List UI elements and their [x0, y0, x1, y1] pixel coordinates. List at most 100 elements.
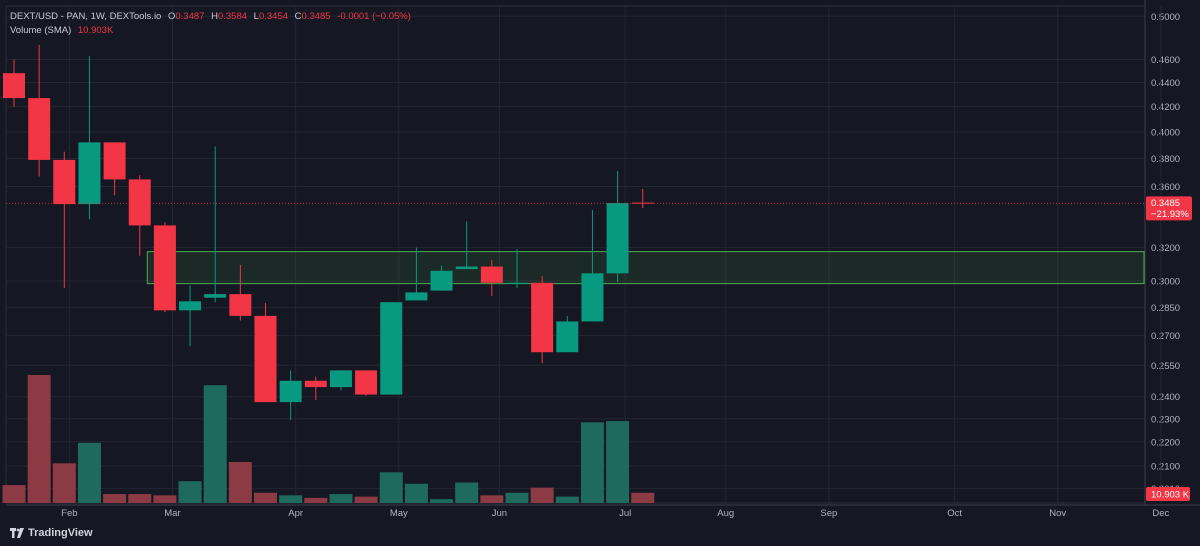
- candle-body: [103, 142, 126, 180]
- volume-bar: [430, 499, 454, 503]
- volume-bar: [631, 492, 655, 503]
- legend-volume-unit: K: [106, 25, 114, 36]
- volume-bar: [103, 494, 127, 503]
- candle-body: [480, 266, 503, 283]
- candle-body: [304, 380, 327, 388]
- price-tick-label: 0.2550: [1151, 361, 1180, 372]
- volume-bar: [555, 496, 579, 503]
- volume-bar: [455, 482, 479, 503]
- tradingview-brand[interactable]: TradingView: [10, 527, 93, 539]
- time-tick-label: Nov: [1049, 508, 1066, 519]
- candle-body: [380, 302, 403, 395]
- price-tick-label: 0.3000: [1151, 277, 1180, 288]
- candle-body: [3, 73, 25, 99]
- brand-name: TradingView: [28, 527, 93, 539]
- time-tick-label: Aug: [717, 508, 734, 519]
- tradingview-logo-icon: [10, 528, 24, 538]
- price-tick-label: 0.3800: [1151, 154, 1180, 165]
- time-tick-label: Jun: [492, 508, 507, 519]
- legend-volume-value: 10.903: [77, 25, 107, 36]
- volume-bar: [354, 496, 378, 503]
- candle-body: [28, 98, 51, 160]
- price-tick-label: 0.5000: [1151, 12, 1180, 23]
- candle-body: [556, 321, 579, 353]
- legend-high-label: H: [211, 11, 218, 22]
- chart-legend: DEXT/USD - PAN, 1W, DEXTools.io O0.3487 …: [10, 10, 415, 38]
- candle-body: [179, 301, 202, 311]
- time-tick-label: Feb: [61, 508, 77, 519]
- legend-change: -0.0001 (−0.05%): [337, 11, 411, 22]
- legend-high-value: 0.3584: [217, 11, 248, 22]
- candle-body: [430, 270, 453, 291]
- price-tick-label: 0.2300: [1151, 414, 1180, 425]
- price-tick-label: 0.2400: [1151, 392, 1180, 403]
- last-price-badge: [1146, 196, 1192, 221]
- volume-bar: [203, 385, 227, 503]
- time-tick-label: May: [390, 508, 408, 519]
- price-tick-label: 0.4000: [1151, 127, 1180, 138]
- volume-badge-value: 10.903 K: [1151, 490, 1190, 501]
- candle-body: [229, 294, 252, 316]
- legend-symbol: DEXT/USD - PAN, 1W, DEXTools.io: [10, 11, 162, 22]
- volume-bar: [304, 497, 328, 503]
- volume-bar: [606, 421, 630, 503]
- candle-body: [254, 315, 277, 403]
- candle-body: [506, 282, 528, 284]
- volume-badge: [1146, 487, 1190, 501]
- legend-volume-label: Volume (SMA): [10, 25, 72, 36]
- legend-low-label: L: [253, 11, 259, 22]
- volume-bar: [404, 483, 428, 503]
- price-tick-label: 0.3600: [1151, 182, 1180, 193]
- time-tick-label: Mar: [164, 508, 180, 519]
- volume-bar: [153, 495, 177, 503]
- highlight-zone: [146, 251, 1145, 285]
- candle-body: [531, 282, 554, 353]
- price-tick-label: 0.2100: [1151, 461, 1180, 472]
- volume-bar: [228, 462, 252, 503]
- volume-bar: [279, 495, 303, 503]
- volume-bar: [530, 487, 554, 503]
- legend-close-label: C: [294, 11, 302, 22]
- candle-body: [455, 266, 478, 270]
- candle-body: [53, 159, 76, 205]
- legend-open-value: 0.3487: [175, 11, 205, 22]
- price-tick-label: 0.4200: [1151, 102, 1180, 113]
- volume-bar: [505, 492, 529, 503]
- legend-low-value: 0.3454: [258, 11, 289, 22]
- time-tick-label: Dec: [1152, 508, 1169, 519]
- candle-body: [405, 292, 428, 301]
- legend-close-value: 0.3485: [301, 11, 331, 22]
- volume-bar: [77, 442, 101, 503]
- price-tick-label: 0.4400: [1151, 78, 1180, 89]
- last-price-change: −21.93%: [1151, 209, 1189, 220]
- candle-body: [204, 294, 227, 298]
- candle-body: [78, 142, 101, 205]
- candle-body: [581, 273, 604, 322]
- price-tick-label: 0.4600: [1151, 55, 1180, 66]
- volume-bar: [178, 481, 202, 503]
- time-tick-label: Jul: [619, 508, 631, 519]
- legend-volume-row: Volume (SMA) 10.903K: [10, 24, 415, 38]
- time-tick-label: Oct: [947, 508, 962, 519]
- candle-body: [606, 203, 629, 274]
- volume-bar: [480, 495, 504, 503]
- time-tick-label: Sep: [820, 508, 837, 519]
- price-tick-label: 0.2200: [1151, 437, 1180, 448]
- price-tick-label: 0.3200: [1151, 243, 1180, 254]
- volume-bar: [128, 494, 152, 503]
- legend-open-label: O: [167, 11, 176, 22]
- volume-bar: [379, 472, 403, 503]
- candle-body: [279, 380, 302, 403]
- volume-bar: [2, 485, 26, 503]
- volume-bar: [580, 422, 604, 503]
- time-tick-label: Apr: [288, 508, 303, 519]
- candle-body: [329, 370, 352, 388]
- last-price-value: 0.3485: [1151, 198, 1180, 209]
- candle-body: [355, 370, 378, 395]
- legend-ohlc-row: DEXT/USD - PAN, 1W, DEXTools.io O0.3487 …: [10, 10, 415, 24]
- volume-bar: [52, 463, 76, 503]
- candle-body: [128, 179, 151, 226]
- volume-bar: [254, 492, 277, 503]
